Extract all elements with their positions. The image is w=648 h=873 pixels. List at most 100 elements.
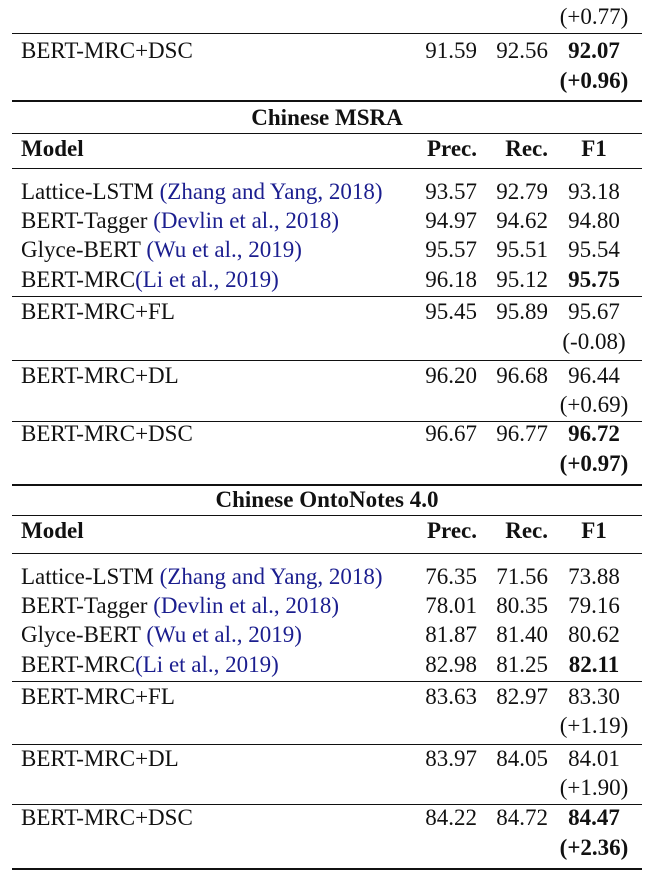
model-name: BERT-MRC+DSC [21,421,193,446]
row-divider [12,296,642,297]
model-name: BERT-MRC+DSC [21,38,193,63]
table-row: BERT-MRC+DSC 84.22 84.72 84.47 [12,803,642,833]
table-row: BERT-MRC(Li et al., 2019) 96.18 95.12 95… [12,265,642,295]
recall-value: 95.89 [496,299,548,324]
header-recall: Rec. [505,518,548,543]
section-title: Chinese OntoNotes 4.0 [215,487,439,512]
f1-delta: (+0.97) [559,451,629,476]
recall-value: 71.56 [496,564,548,589]
precision-value: 95.57 [425,237,477,262]
citation-link[interactable]: (Zhang and Yang, 2018) [159,179,383,204]
precision-value: 93.57 [425,179,477,204]
table-row: BERT-MRC+FL 83.63 82.97 83.30 [12,682,642,712]
citation-link[interactable]: (Li et al., 2019) [135,652,279,677]
model-label: BERT-MRC [21,267,136,292]
header-divider [12,168,642,169]
header-precision: Prec. [426,518,477,543]
precision-value: 95.45 [425,299,477,324]
model-name: BERT-MRC+FL [21,684,175,709]
recall-value: 84.05 [496,746,548,771]
row-divider [12,360,642,361]
table-row: BERT-MRC+DSC 91.59 92.56 92.07 [12,36,642,66]
header-model: Model [21,136,84,161]
recall-value: 95.12 [496,267,548,292]
table-row: Lattice-LSTM (Zhang and Yang, 2018) 76.3… [12,562,642,592]
model-label: Lattice-LSTM [21,179,160,204]
citation-link[interactable]: (Li et al., 2019) [135,267,279,292]
model-name: Lattice-LSTM (Zhang and Yang, 2018) [21,177,383,207]
citation-link[interactable]: (Devlin et al., 2018) [153,208,340,233]
delta-row: (+0.96) [12,66,642,96]
header-precision: Prec. [426,136,477,161]
f1-delta: (+2.36) [559,835,629,860]
previous-delta-row: (+0.77) [12,2,642,32]
table-row: BERT-MRC+DL 83.97 84.05 84.01 [12,744,642,774]
header-model: Model [21,518,84,543]
header-row: Model Prec. Rec. F1 [12,134,642,164]
f1-value: 82.11 [568,652,620,677]
f1-value: 93.18 [568,179,620,204]
f1-value: 80.62 [568,622,620,647]
recall-value: 92.56 [496,38,548,63]
f1-value: 95.54 [568,237,620,262]
model-name: BERT-MRC(Li et al., 2019) [21,650,279,680]
recall-value: 80.35 [496,593,548,618]
f1-delta: (+0.77) [559,4,629,29]
row-divider [12,804,642,805]
model-label: Glyce-BERT [21,237,147,262]
precision-value: 78.01 [425,593,477,618]
model-label: BERT-Tagger [21,208,154,233]
model-name: Glyce-BERT (Wu et al., 2019) [21,620,302,650]
model-name: BERT-MRC+DL [21,746,179,771]
f1-delta: (+0.96) [559,68,629,93]
precision-value: 96.18 [425,267,477,292]
precision-value: 96.20 [425,363,477,388]
f1-value: 79.16 [568,593,620,618]
recall-value: 95.51 [496,237,548,262]
f1-value: 94.80 [568,208,620,233]
table-row: BERT-MRC(Li et al., 2019) 82.98 81.25 82… [12,650,642,680]
row-divider [12,133,642,134]
model-name: BERT-MRC+DL [21,363,179,388]
row-divider [12,515,642,516]
table-bottom-rule [12,868,642,870]
model-label: Glyce-BERT [21,622,147,647]
results-table: (+0.77) BERT-MRC+DSC 91.59 92.56 92.07 (… [12,0,642,873]
row-divider [12,33,642,34]
header-row: Model Prec. Rec. F1 [12,516,642,546]
recall-value: 96.77 [496,421,548,446]
f1-value: 95.67 [568,299,620,324]
citation-link[interactable]: (Wu et al., 2019) [146,237,302,262]
section-title: Chinese MSRA [251,105,403,130]
table-row: Lattice-LSTM (Zhang and Yang, 2018) 93.5… [12,177,642,207]
model-name: Lattice-LSTM (Zhang and Yang, 2018) [21,562,383,592]
citation-link[interactable]: (Devlin et al., 2018) [153,593,340,618]
delta-row: (+1.19) [12,711,642,741]
table-row: Glyce-BERT (Wu et al., 2019) 81.87 81.40… [12,620,642,650]
section-title-row: Chinese MSRA [12,103,642,133]
model-name: Glyce-BERT (Wu et al., 2019) [21,235,302,265]
f1-value: 83.30 [568,684,620,709]
delta-row: (+0.69) [12,390,642,420]
delta-row: (+0.97) [12,449,642,479]
delta-row: (+2.36) [12,833,642,863]
f1-delta: (+0.69) [559,392,629,417]
row-divider [12,744,642,745]
delta-row: (+1.90) [12,773,642,803]
precision-value: 83.97 [425,746,477,771]
citation-link[interactable]: (Zhang and Yang, 2018) [159,564,383,589]
recall-value: 81.40 [496,622,548,647]
recall-value: 82.97 [496,684,548,709]
citation-link[interactable]: (Wu et al., 2019) [146,622,302,647]
header-recall: Rec. [505,136,548,161]
recall-value: 92.79 [496,179,548,204]
precision-value: 94.97 [425,208,477,233]
precision-value: 91.59 [425,38,477,63]
section-divider [12,484,642,486]
section-title-row: Chinese OntoNotes 4.0 [12,485,642,515]
model-label: Lattice-LSTM [21,564,160,589]
model-label: BERT-Tagger [21,593,154,618]
f1-delta: (+1.19) [559,713,629,738]
f1-value: 95.75 [568,267,620,292]
precision-value: 83.63 [425,684,477,709]
